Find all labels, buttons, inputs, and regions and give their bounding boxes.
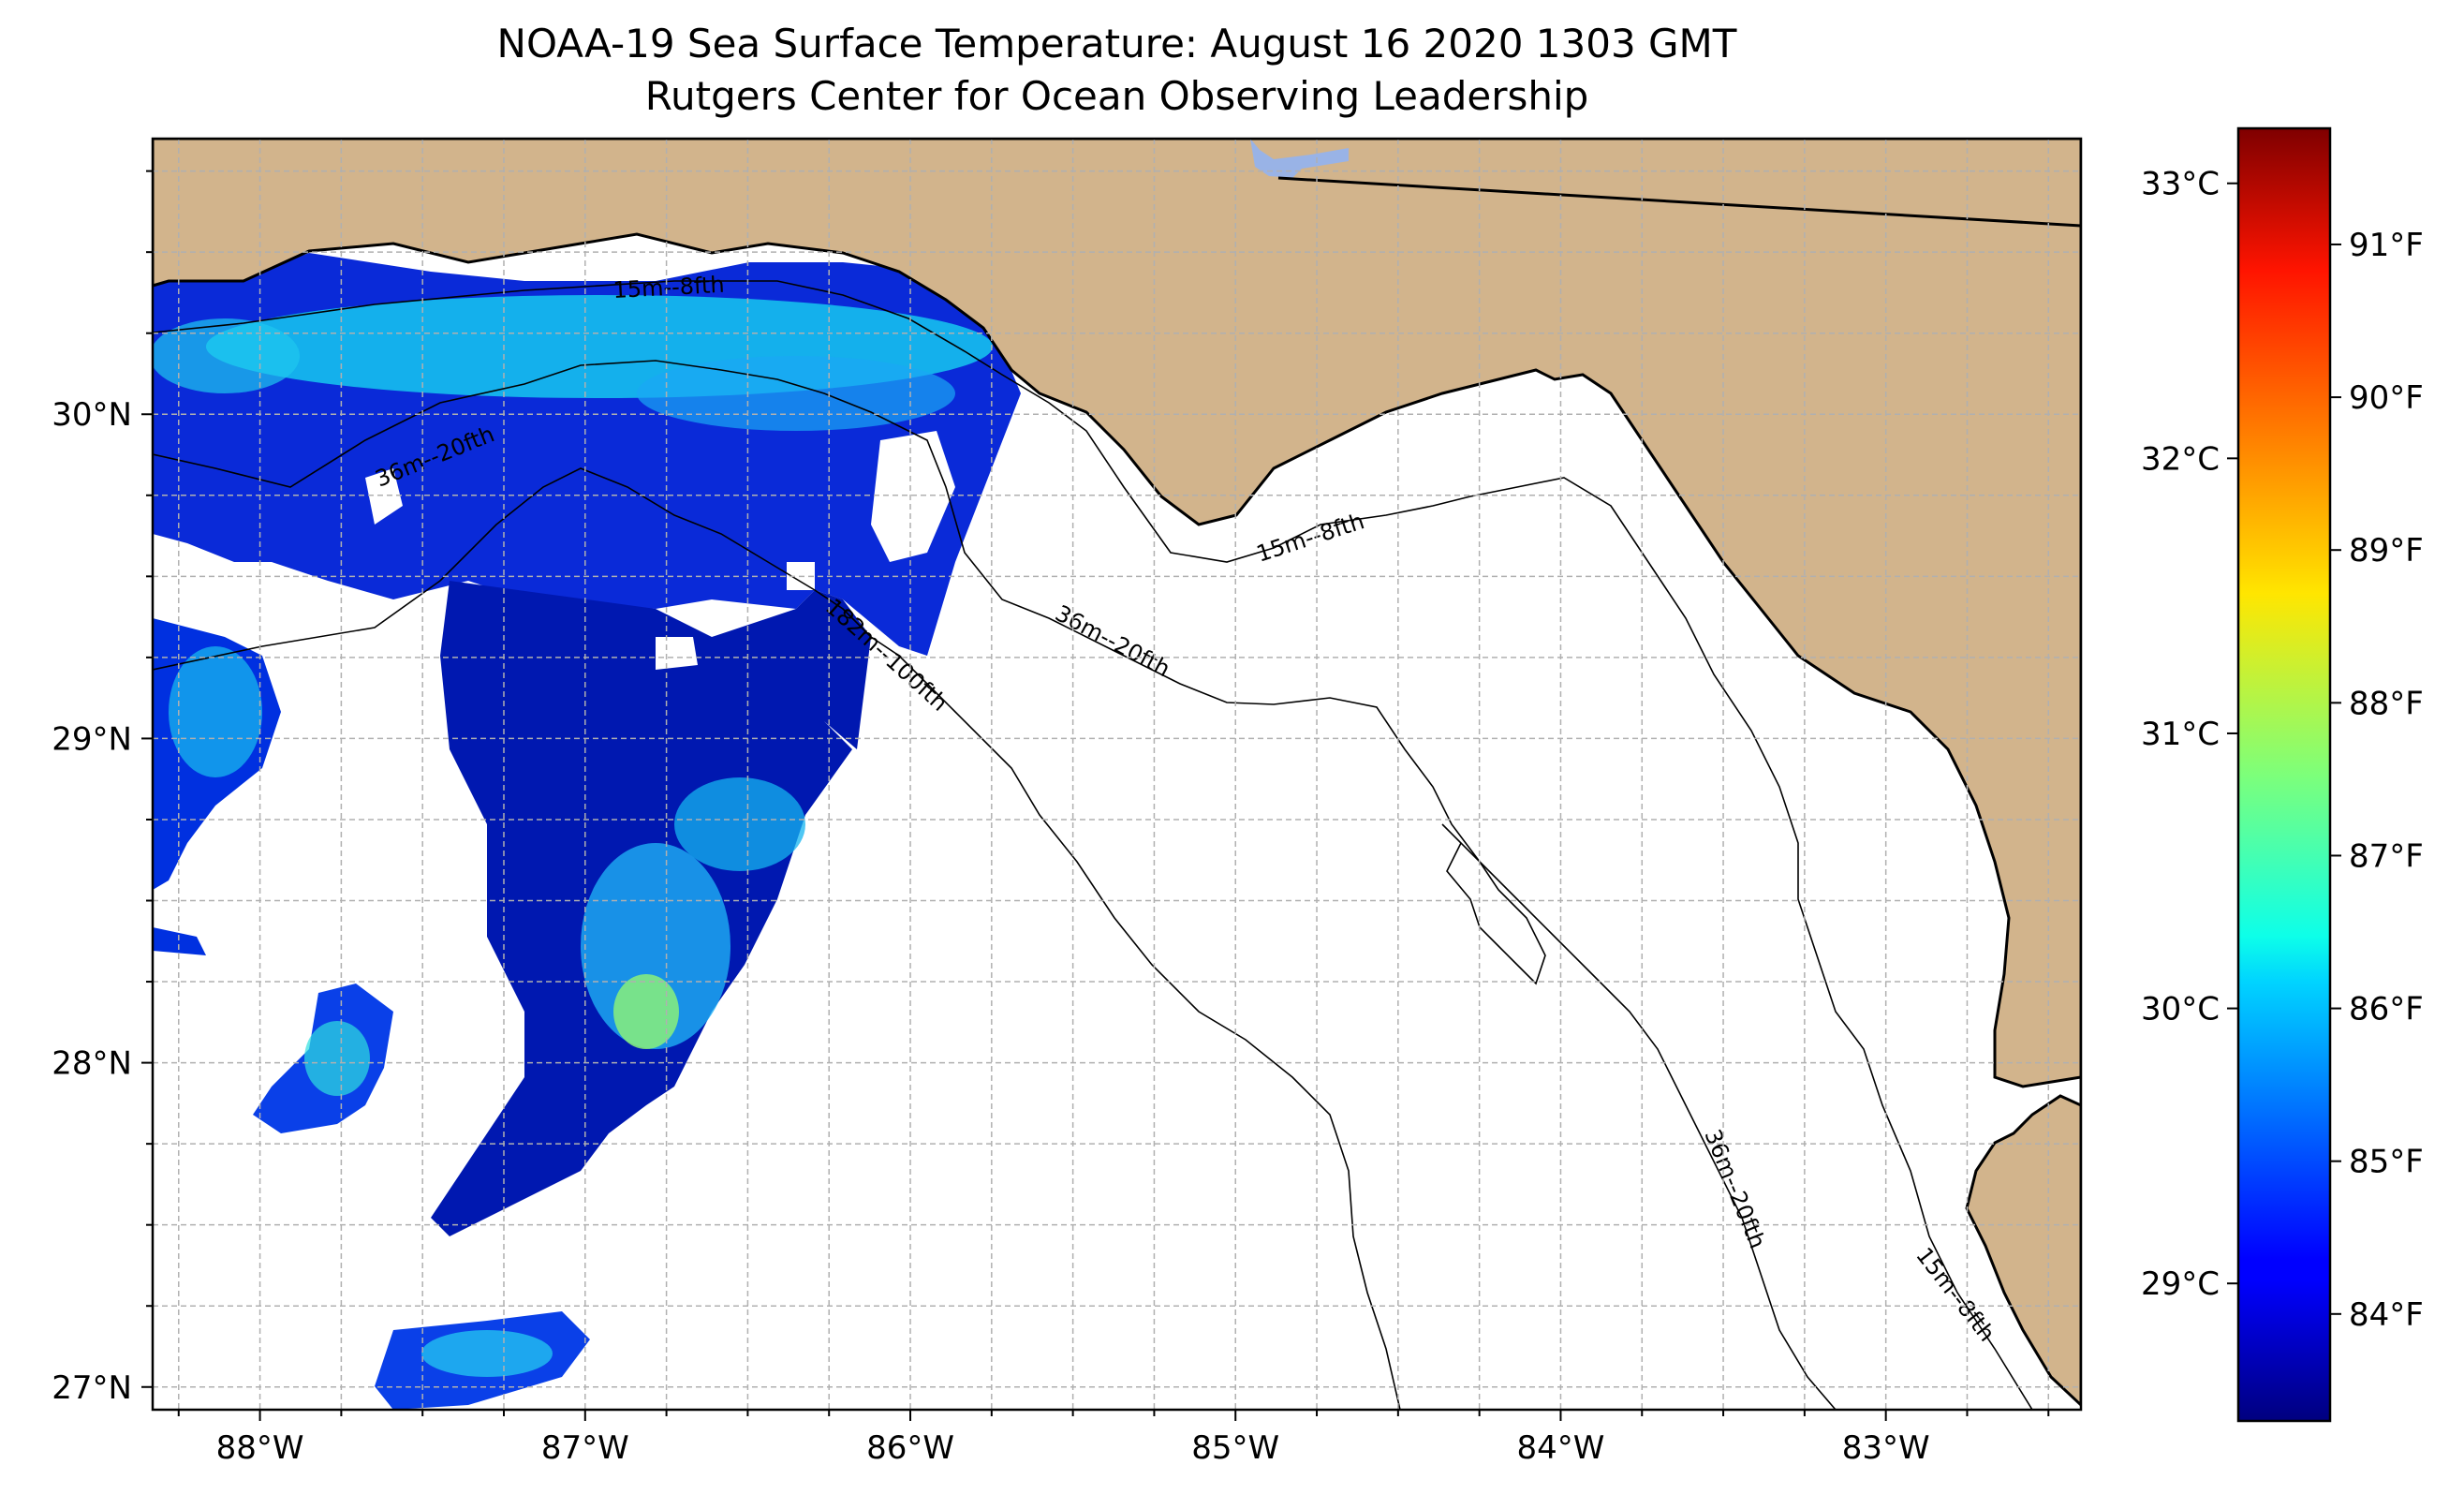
fahrenheit-tick-label: 90°F [2349,379,2424,417]
longitude-axis: 88°W 87°W 86°W 85°W 84°W 83°W [177,1410,2050,1467]
sst-warm-west [153,318,300,393]
contour-shelf-islands [1441,823,1546,985]
celsius-tick-label: 29°C [2141,1265,2220,1303]
lake [1250,139,1349,178]
celsius-tick-label: 30°C [2141,991,2220,1028]
sst-patch-tiny [153,927,206,955]
fahrenheit-tick-label: 85°F [2349,1144,2424,1181]
map-area: 15m--8fth 36m--20fth 182m--100fth 15m--8… [153,139,2081,1410]
colorbar-fahrenheit-ticks: 84°F 85°F 86°F 87°F 88°F 89°F 90°F 91°F [2330,227,2424,1334]
land-layer [153,139,2081,1408]
bathymetry-contours [153,280,2033,1410]
contour-label-1: 15m--8fth [612,272,725,303]
celsius-tick-label: 33°C [2141,166,2220,203]
title-line-1: NOAA-19 Sea Surface Temperature: August … [496,21,1737,67]
sst-warm-green [613,974,679,1049]
colorbar-gradient [2236,126,2332,1423]
sst-gap-4 [656,637,698,670]
sst-gap-1 [871,431,955,562]
fahrenheit-tick-label: 84°F [2349,1296,2424,1334]
state-boundary [1277,176,2081,228]
lon-tick-label: 88°W [216,1429,304,1467]
latitude-axis: 30°N 29°N 28°N 27°N [52,170,153,1407]
title-line-2: Rutgers Center for Ocean Observing Leade… [644,73,1589,119]
contour-36m [153,360,1837,1410]
contour-182m [153,467,1401,1410]
lon-tick-label: 87°W [541,1429,629,1467]
fahrenheit-tick-label: 87°F [2349,837,2424,875]
lon-tick-label: 84°W [1517,1429,1605,1467]
lat-tick-label: 30°N [52,396,132,434]
fahrenheit-tick-label: 86°F [2349,991,2424,1028]
lon-tick-label: 86°W [866,1429,954,1467]
sst-warm-south-1 [304,1021,370,1096]
fahrenheit-tick-label: 91°F [2349,227,2424,264]
lat-tick-label: 28°N [52,1045,132,1083]
sst-warm-west-2 [169,646,262,777]
map-frame [151,137,2083,1412]
sst-gap-2 [365,468,403,525]
fahrenheit-tick-label: 88°F [2349,685,2424,722]
lat-tick-label: 29°N [52,720,132,758]
colorbar: 29°C 30°C 31°C 32°C 33°C 84°F 85°F 86°F 87°F 88°… [2141,126,2424,1423]
land-north-coast [153,139,2081,1408]
contour-15m-west [153,280,2033,1410]
sst-warm-south-2 [421,1330,553,1377]
lon-tick-label: 85°W [1191,1429,1279,1467]
sst-warm-mid [674,777,805,871]
celsius-tick-label: 32°C [2141,440,2220,478]
fahrenheit-tick-label: 89°F [2349,532,2424,569]
lat-tick-label: 27°N [52,1369,132,1407]
gridlines [153,139,2081,1410]
colorbar-celsius-ticks: 29°C 30°C 31°C 32°C 33°C [2141,166,2238,1303]
lon-tick-label: 83°W [1842,1429,1930,1467]
sst-data-layer [153,253,1021,1410]
celsius-tick-label: 31°C [2141,716,2220,753]
sst-warm-band-2 [637,356,955,431]
